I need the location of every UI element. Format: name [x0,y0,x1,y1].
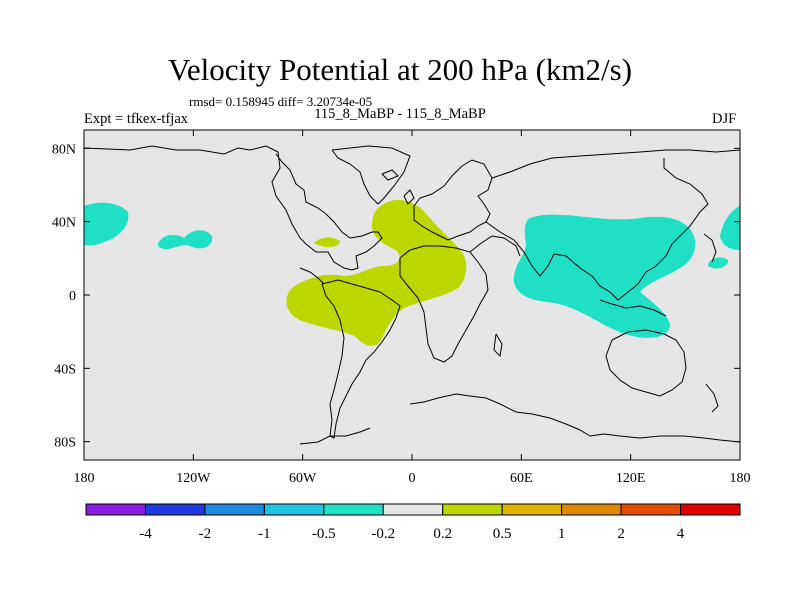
rmsd-value: 0.158945 [225,94,275,109]
colorbar-swatch [680,503,741,516]
diff-value: 3.20734e-05 [306,94,373,109]
y-tick-label: 0 [69,289,76,304]
case-label: 115_8_MaBP - 115_8_MaBP [314,106,486,122]
colorbar-swatch [204,503,265,516]
coastline-south-america [321,279,401,439]
coastline-layer [84,145,740,445]
colorbar-swatch [382,503,444,516]
anomaly-negative-north-pacific [157,230,213,250]
colorbar: -4 -2 -1 -0.5 -0.2 0.2 0.5 1 2 4 [85,503,741,542]
anomaly-positive-atlantic-africa [286,200,467,346]
rmsd-label: rmsd= [189,94,223,109]
plot-title: Velocity Potential at 200 hPa (km2/s) [167,52,633,87]
coastline-greenland [331,145,411,205]
x-tick-label: 180 [730,471,751,486]
x-tick-label: 120E [616,471,646,486]
coastline-antarctica-east [409,393,740,443]
coastline-asia-south [485,158,709,301]
colorbar-label: -1 [258,526,271,542]
x-axis: 180 120W 60W 0 60E 120E 180 [74,130,751,486]
x-tick-label: 180 [74,471,95,486]
anomaly-negative-indian-asia [513,214,696,338]
colorbar-swatch [620,503,682,516]
colorbar-label: -0.5 [312,526,336,542]
colorbar-swatch [323,503,384,516]
colorbar-label: 0.2 [433,526,452,542]
colorbar-swatch [144,503,206,516]
coastline-new-zealand [705,383,719,413]
x-tick-label: 60W [289,471,317,486]
colorbar-swatch [442,503,503,516]
colorbar-swatch [263,503,325,516]
colorbar-label: -0.2 [371,526,395,542]
x-tick-label: 60E [510,471,533,486]
anomaly-positive-south-america-small [314,237,340,248]
diff-label: diff= [277,94,304,109]
x-tick-label: 120W [176,471,211,486]
y-axis: 80N 40N 0 40S 80S [52,142,740,451]
coastline-japan [703,233,717,263]
colorbar-label: 2 [617,526,625,542]
coastline-antarctica-west [299,427,371,445]
anomaly-negative-east-edge [720,206,740,250]
coastline-iceland [381,169,399,181]
colorbar-label: 1 [558,526,566,542]
colorbar-swatch [85,503,146,516]
stats-line: rmsd= 0.158945 diff= 3.20734e-05 [189,94,372,110]
coastline-red-sea [469,235,521,257]
colorbar-swatch [561,503,622,516]
coastline-africa [399,245,489,363]
coastline-australia [605,329,687,397]
x-tick-label: 0 [409,471,416,486]
colorbar-label: -2 [199,526,212,542]
y-tick-label: 40S [54,362,76,377]
colorbar-label: 4 [677,526,685,542]
season-label: DJF [712,111,737,127]
y-tick-label: 40N [52,216,76,231]
coastline-asia [491,149,740,179]
coastline-north-america [84,145,383,271]
coastline-europe [413,159,493,241]
y-tick-label: 80N [52,142,76,157]
colorbar-swatch [501,503,563,516]
colorbar-label: 0.5 [493,526,512,542]
y-tick-label: 80S [54,436,76,451]
colorbar-label: -4 [139,526,152,542]
experiment-label: Expt = tfkex-tfjax [84,111,189,127]
coastline-british-isles [403,189,415,205]
coastline-madagascar [493,333,503,358]
coastline-maritime [599,299,667,317]
coastline-central-america [299,267,325,285]
anomaly-negative-central-pacific [84,202,129,246]
